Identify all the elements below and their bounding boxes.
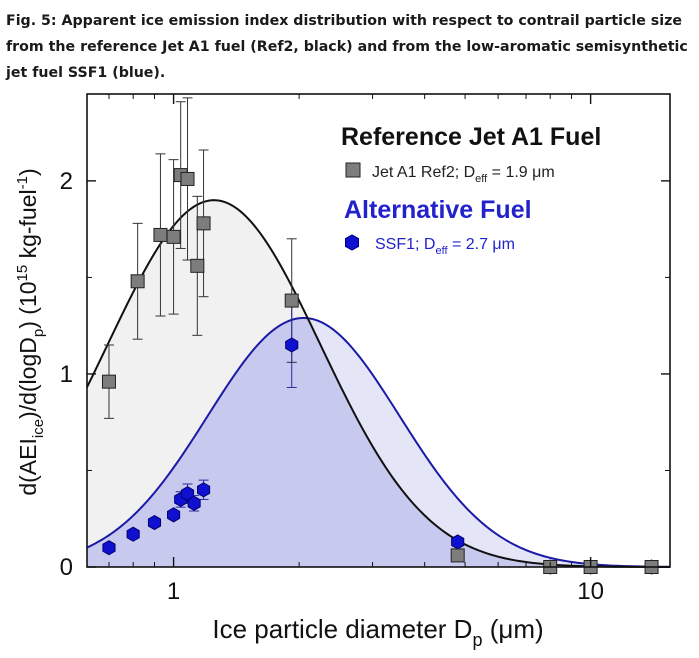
ssf1-data-point — [285, 337, 299, 353]
y-tick-label: 2 — [60, 168, 73, 195]
ssf1-data-point — [147, 515, 162, 531]
legend-alt-entry-sub: eff — [435, 245, 448, 257]
y-axis-label: d(AEIice)/d(logDp) (1015 kg-fuel-1) — [14, 168, 47, 495]
ref2-data-point — [153, 227, 168, 242]
ref2-data-point — [166, 229, 181, 244]
legend-alt-entry: SSF1; Deff = 2.7 μm — [375, 236, 515, 257]
distribution-fills — [87, 200, 670, 567]
ref2-data-point — [450, 548, 465, 563]
ssf1-data-point — [187, 495, 201, 511]
fit-curves — [86, 199, 671, 568]
legend-ref-heading: Reference Jet A1 Fuel — [341, 123, 601, 151]
overlap-area-fill — [87, 317, 670, 567]
ref-fit-curve — [86, 199, 670, 568]
x-tick-label: 10 — [577, 578, 604, 605]
caption-line-2: from the reference Jet A1 fuel (Ref2, bl… — [6, 39, 688, 55]
legend-ref-entry-pre: Jet A1 Ref2; D — [372, 164, 475, 181]
ref2-data-point — [101, 374, 116, 389]
y-label-i: ) — [15, 168, 41, 176]
ssf1-data-point — [197, 482, 211, 498]
y-label-d: p — [30, 329, 47, 337]
ssf1-data-point — [102, 540, 116, 556]
alt-fit-curve — [86, 316, 671, 568]
y-label-c: )/d(logD — [15, 337, 41, 419]
ssf1-data-point — [451, 534, 465, 550]
legend: Reference Jet A1 Fuel Jet A1 Ref2; Deff … — [341, 123, 601, 257]
ssf1-data-point — [180, 486, 195, 502]
legend-alt-heading: Alternative Fuel — [344, 196, 532, 224]
legend-alt-marker — [345, 234, 359, 251]
x-axis-label-sub: p — [472, 630, 482, 650]
ref2-data-point — [180, 171, 195, 186]
ssf1-data-point — [126, 526, 140, 542]
y-label-b: ice — [30, 419, 47, 438]
figure-caption: Fig. 5: Apparent ice emission index dist… — [6, 8, 696, 86]
caption-line-3: jet fuel SSF1 (blue). — [6, 65, 166, 81]
x-axis-label-main: Ice particle diameter D — [212, 614, 472, 644]
legend-ref-entry-post: = 1.9 μm — [487, 164, 554, 181]
y-label-g: kg-fuel — [15, 189, 41, 264]
plot-frame — [86, 93, 671, 568]
ref2-data-point — [196, 216, 211, 231]
x-axis-label: Ice particle diameter Dp (μm) — [212, 614, 543, 650]
y-tick-label: 1 — [60, 361, 73, 388]
x-axis-label-unit: (μm) — [482, 614, 543, 644]
axis-ticks: 0 1 2 1 10 — [60, 94, 670, 605]
legend-ref-entry-sub: eff — [475, 173, 488, 185]
ref2-data-point — [190, 258, 205, 273]
x-tick-label: 1 — [167, 578, 180, 605]
y-label-f: 15 — [14, 265, 31, 282]
legend-ref-marker — [345, 162, 361, 178]
y-label-e: ) (10 — [15, 281, 41, 328]
legend-ref-entry: Jet A1 Ref2; Deff = 1.9 μm — [372, 164, 555, 185]
caption-line-1: Fig. 5: Apparent ice emission index dist… — [6, 13, 682, 29]
ssf1-data-point — [167, 507, 181, 523]
y-label-a: d(AEI — [15, 438, 41, 496]
y-label-h: -1 — [14, 176, 31, 189]
ref2-data-point — [130, 274, 145, 289]
legend-alt-entry-pre: SSF1; D — [375, 236, 435, 253]
ref2-data-point — [284, 293, 299, 308]
y-tick-label: 0 — [60, 554, 73, 581]
legend-alt-entry-post: = 2.7 μm — [448, 236, 515, 253]
